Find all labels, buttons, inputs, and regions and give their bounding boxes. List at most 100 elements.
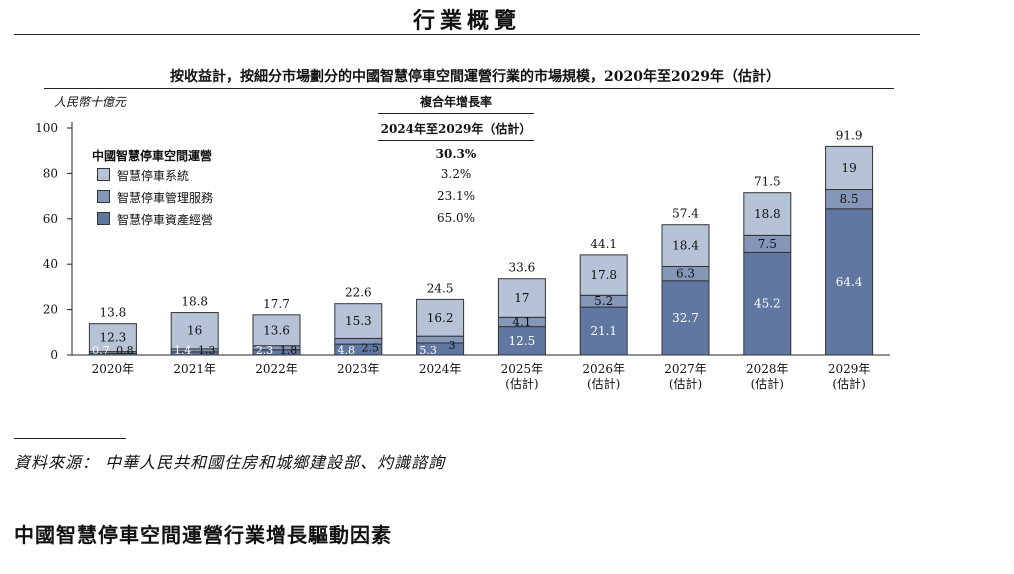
data-label-management: 8.5 bbox=[840, 192, 859, 206]
data-label-system: 16.2 bbox=[427, 311, 454, 325]
x-tick-sublabel: (估計) bbox=[832, 376, 865, 391]
data-label-total: 24.5 bbox=[427, 281, 454, 295]
x-tick-label: 2028年 bbox=[746, 362, 789, 376]
data-label-total: 71.5 bbox=[754, 175, 781, 189]
section-heading: 中國智慧停車空間運營行業增長驅動因素 bbox=[14, 523, 392, 547]
data-label-asset: 1.4 bbox=[174, 344, 192, 357]
chart-title: 按收益計，按細分市場劃分的中國智慧停車空間運營行業的市場規模，2020年至202… bbox=[170, 69, 780, 85]
x-tick-label: 2027年 bbox=[664, 362, 707, 376]
page-title: 行業概覽 bbox=[412, 8, 521, 34]
data-label-system: 15.3 bbox=[345, 314, 372, 328]
x-tick-label: 2026年 bbox=[582, 362, 625, 376]
cagr-value-asset: 65.0% bbox=[436, 211, 476, 225]
bar-segment bbox=[416, 298, 465, 337]
data-label-management: 2.5 bbox=[362, 341, 380, 354]
bar-segment bbox=[88, 323, 137, 353]
bar-segment bbox=[334, 303, 383, 339]
data-label-asset: 0.7 bbox=[92, 344, 110, 357]
data-label-asset: 12.5 bbox=[509, 334, 536, 348]
data-label-management: 4.1 bbox=[512, 315, 531, 329]
x-tick-label: 2023年 bbox=[337, 362, 380, 376]
y-tick-label: 0 bbox=[50, 348, 58, 362]
data-label-system: 12.3 bbox=[100, 331, 127, 345]
data-label-total: 18.8 bbox=[181, 295, 208, 309]
x-tick-sublabel: (估計) bbox=[669, 376, 702, 391]
bar-segment bbox=[661, 224, 710, 267]
y-tick-label: 40 bbox=[43, 257, 58, 271]
data-label-total: 57.4 bbox=[672, 207, 699, 221]
cagr-value-management: 23.1% bbox=[436, 189, 476, 203]
y-tick-label: 60 bbox=[43, 212, 58, 226]
data-label-system: 19 bbox=[841, 161, 856, 175]
y-axis-unit-label: 人民幣十億元 bbox=[54, 95, 127, 109]
cagr-value-system: 3.2% bbox=[440, 167, 472, 181]
data-label-asset: 2.3 bbox=[256, 344, 274, 357]
data-label-asset: 64.4 bbox=[836, 275, 863, 289]
bar-segment bbox=[416, 335, 465, 344]
data-label-total: 44.1 bbox=[590, 237, 617, 251]
legend-swatch-system bbox=[97, 168, 110, 181]
x-tick-label: 2022年 bbox=[255, 362, 298, 376]
data-label-system: 18.8 bbox=[754, 207, 781, 221]
data-label-management: 1.3 bbox=[198, 344, 216, 357]
data-label-asset: 4.8 bbox=[338, 344, 356, 357]
data-label-asset: 32.7 bbox=[672, 311, 699, 325]
bar-segment bbox=[825, 145, 874, 191]
data-label-management: 1.8 bbox=[280, 344, 298, 357]
legend-swatch-asset bbox=[97, 212, 110, 225]
cagr-header: 複合年增長率 bbox=[419, 95, 492, 109]
bar-segment bbox=[743, 251, 792, 356]
x-tick-sublabel: (估計) bbox=[505, 376, 538, 391]
chart-title-divider bbox=[44, 88, 894, 89]
data-label-management: 3 bbox=[449, 339, 456, 352]
data-label-system: 16 bbox=[187, 324, 202, 338]
x-tick-label: 2025年 bbox=[501, 362, 544, 376]
data-label-asset: 5.3 bbox=[419, 344, 437, 357]
data-label-total: 13.8 bbox=[100, 306, 127, 320]
bar-segment bbox=[497, 326, 546, 356]
x-tick-label: 2029年 bbox=[828, 362, 871, 376]
x-tick-sublabel: (估計) bbox=[587, 376, 620, 391]
legend-label: 智慧停車系統 bbox=[117, 169, 190, 183]
bar-segment bbox=[579, 254, 628, 296]
data-label-system: 18.4 bbox=[672, 239, 699, 253]
data-label-total: 33.6 bbox=[509, 261, 536, 275]
y-tick-label: 100 bbox=[35, 121, 58, 135]
legend-label: 智慧停車管理服務 bbox=[117, 191, 214, 205]
x-tick-label: 2024年 bbox=[419, 362, 462, 376]
y-tick-label: 20 bbox=[43, 303, 58, 317]
data-label-system: 17.8 bbox=[590, 268, 617, 282]
bar-segment bbox=[825, 208, 874, 356]
y-tick-label: 80 bbox=[43, 166, 58, 180]
cagr-total-value: 30.3% bbox=[435, 147, 477, 161]
cagr-divider bbox=[378, 140, 534, 141]
bar-segment bbox=[743, 192, 792, 236]
legend-label: 智慧停車資產經營 bbox=[117, 213, 214, 227]
data-label-total: 17.7 bbox=[263, 297, 290, 311]
x-tick-label: 2020年 bbox=[92, 362, 135, 376]
data-label-system: 13.6 bbox=[263, 323, 290, 337]
bar-segment bbox=[497, 278, 546, 318]
source-divider bbox=[14, 438, 126, 439]
data-label-management: 6.3 bbox=[676, 267, 695, 281]
data-label-asset: 21.1 bbox=[590, 324, 617, 338]
data-label-management: 5.2 bbox=[594, 294, 613, 308]
data-label-management: 7.5 bbox=[758, 237, 777, 251]
cagr-period: 2024年至2029年（估計） bbox=[380, 122, 532, 136]
data-label-system: 17 bbox=[514, 291, 529, 305]
bar-segment bbox=[252, 314, 301, 347]
data-label-total: 22.6 bbox=[345, 286, 372, 300]
legend-swatch-management bbox=[97, 190, 110, 203]
cagr-divider bbox=[378, 113, 534, 114]
legend-title: 中國智慧停車空間運營 bbox=[92, 149, 213, 163]
data-label-total: 91.9 bbox=[836, 128, 863, 142]
x-tick-sublabel: (估計) bbox=[751, 376, 784, 391]
bar-segment bbox=[661, 280, 710, 356]
data-label-asset: 45.2 bbox=[754, 297, 781, 311]
source-note: 資料來源： 中華人民共和國住房和城鄉建設部、灼識諮詢 bbox=[14, 453, 446, 472]
title-divider bbox=[14, 34, 920, 35]
data-label-management: 0.8 bbox=[116, 344, 134, 357]
x-tick-label: 2021年 bbox=[173, 362, 216, 376]
stacked-bar-chart: 0 20 40 60 80 100 0.7 0.812.3 13.8 2020年 1.4 1.3 16 1… bbox=[35, 121, 890, 391]
bar-segment bbox=[170, 312, 219, 350]
